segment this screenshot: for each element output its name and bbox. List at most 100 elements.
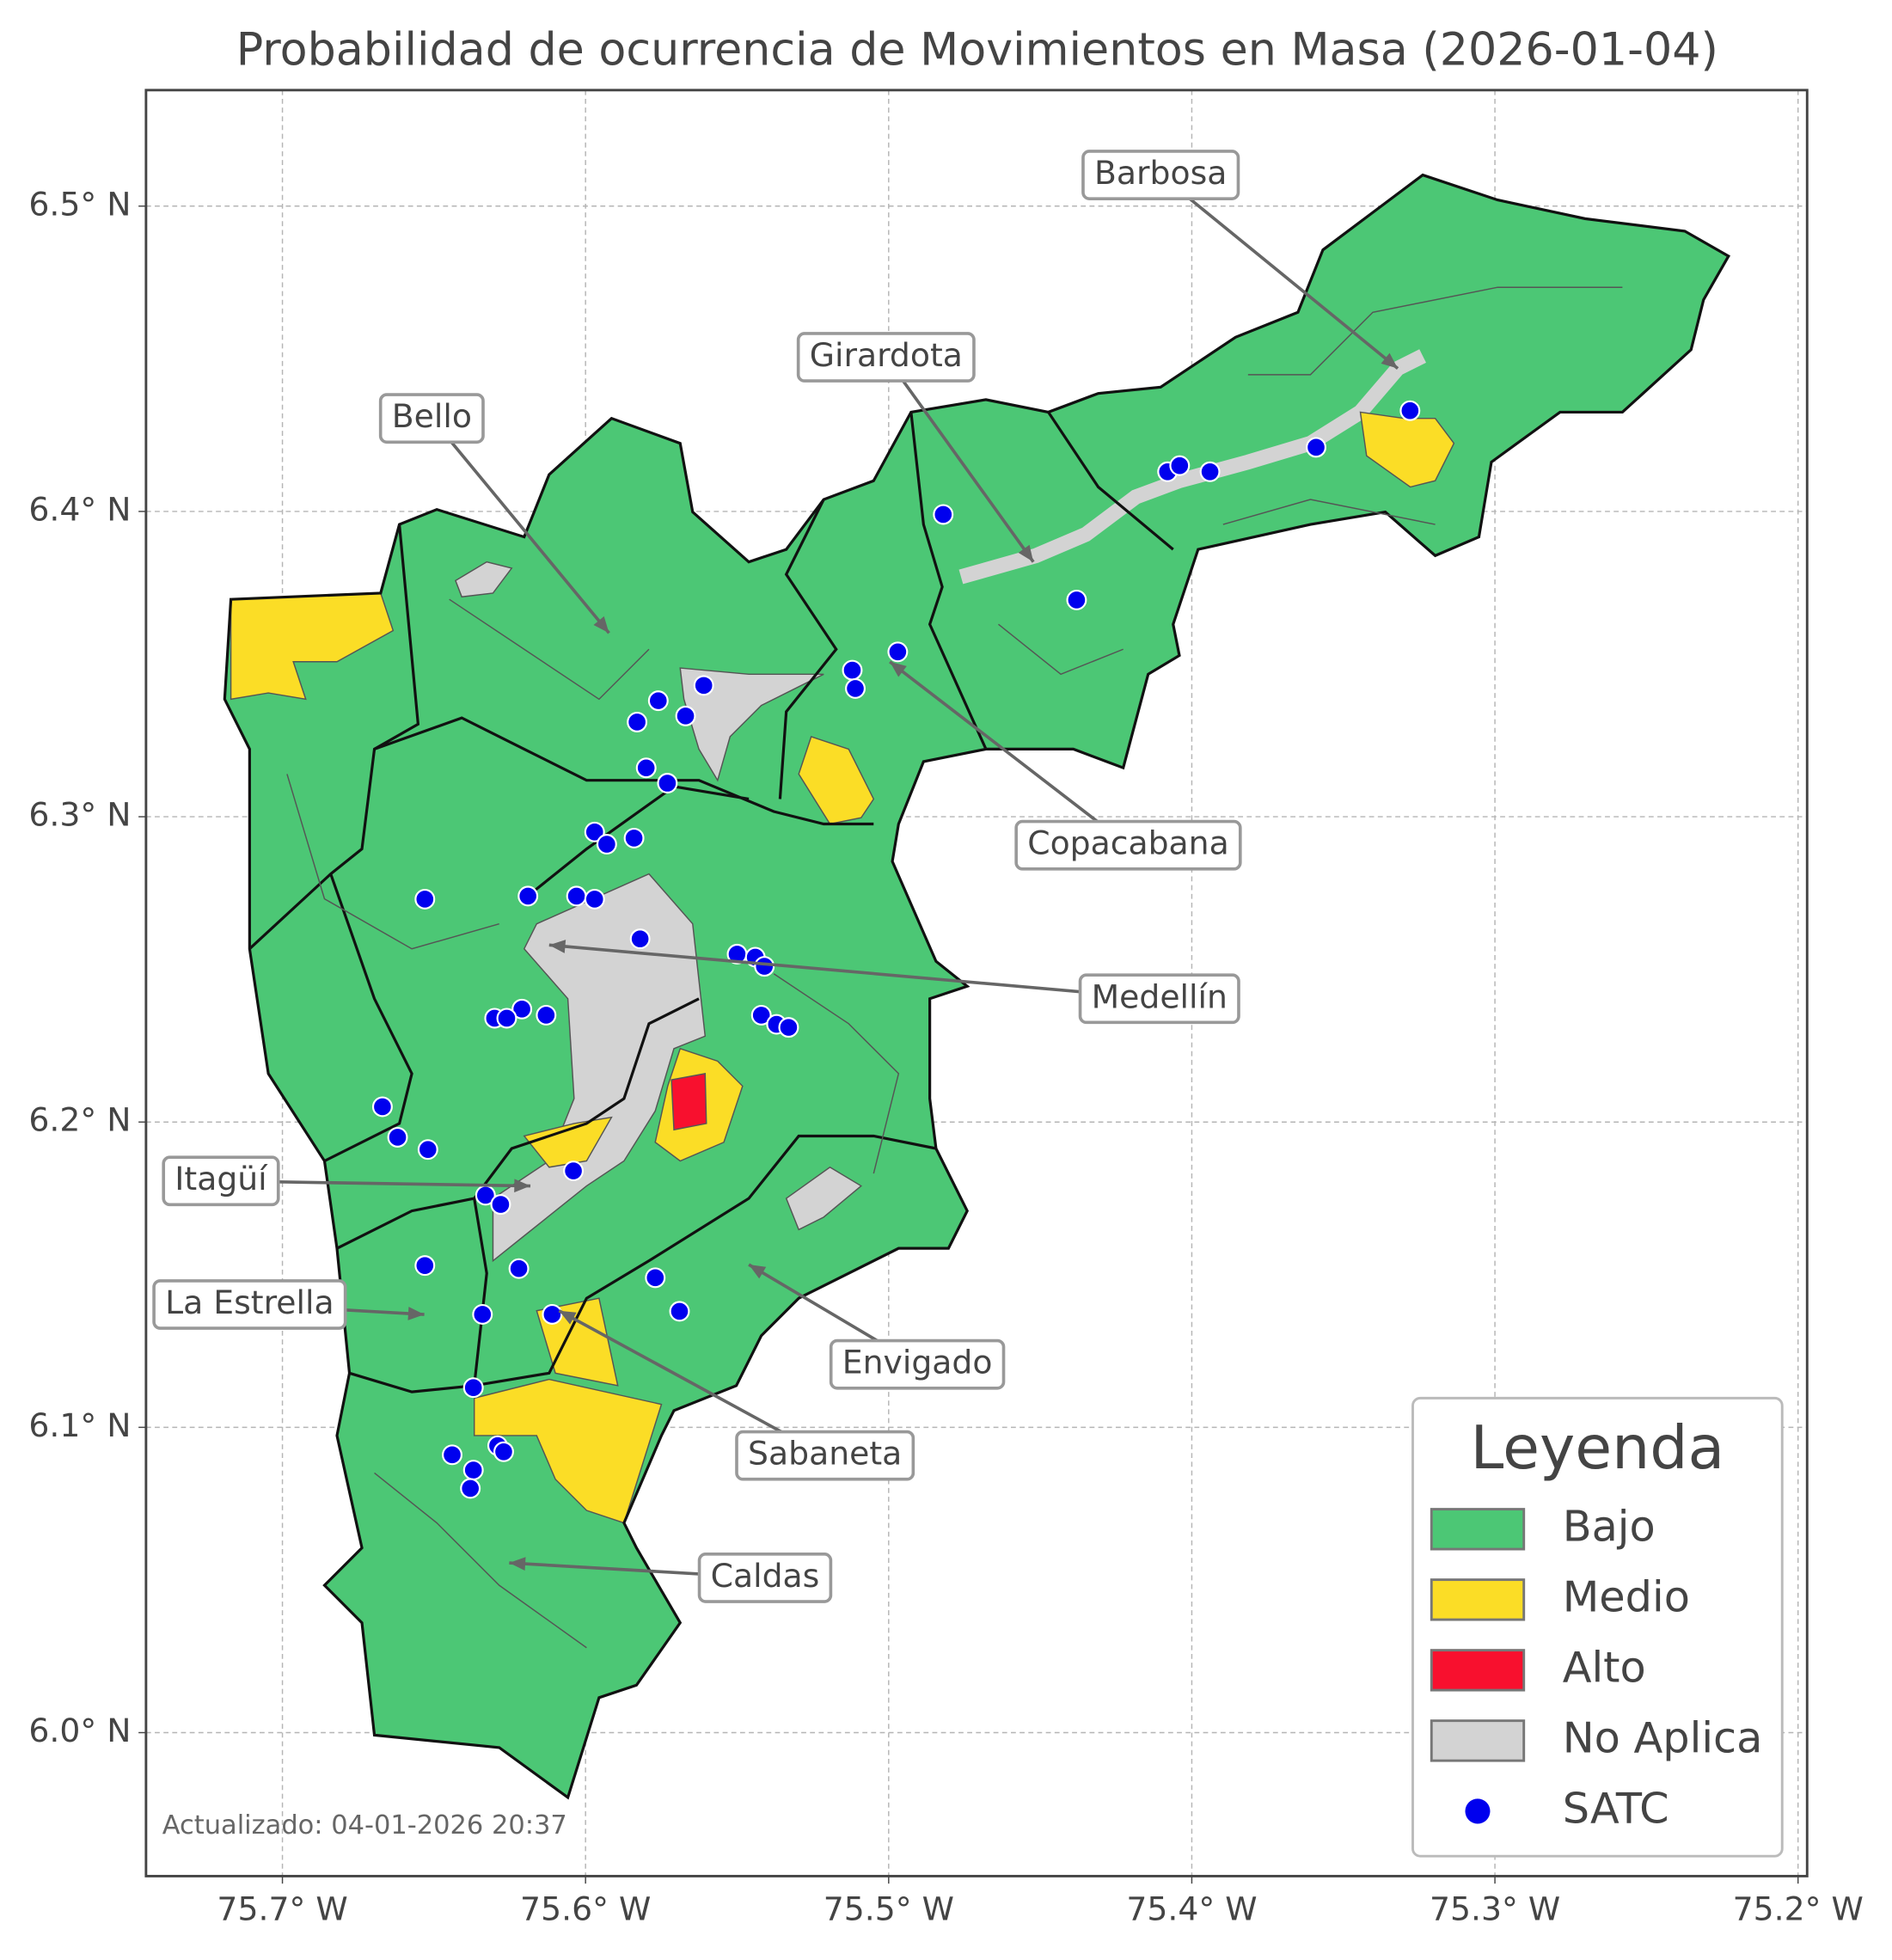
- sector-line: [374, 1472, 587, 1649]
- municipal-border: [336, 997, 700, 1250]
- municipal-border: [523, 785, 750, 900]
- region-no-aplica: [455, 560, 513, 598]
- satc-point: [563, 1161, 585, 1182]
- annotation-box: [735, 1430, 915, 1481]
- annotation-arrowhead: [559, 1310, 577, 1325]
- satc-point: [462, 1460, 484, 1481]
- satc-point: [462, 1377, 484, 1399]
- annotation-box: [162, 1155, 280, 1207]
- satc-point: [508, 1258, 530, 1279]
- satc-point: [1169, 455, 1191, 476]
- municipal-border: [374, 716, 874, 826]
- municipal-border: [349, 1134, 937, 1393]
- satc-point: [584, 888, 605, 910]
- satc-point: [623, 827, 645, 848]
- annotations: Barbosa Girardota Bello Copacabana Medellín I…: [152, 150, 1399, 1603]
- legend-swatch: [1430, 1508, 1526, 1551]
- y-tick-label: 6.2° N: [28, 1101, 131, 1139]
- satc-point: [933, 504, 954, 525]
- legend-label: SATC: [1563, 1783, 1669, 1833]
- annotation-box: [1014, 819, 1242, 871]
- annotation-arrow: [885, 356, 1035, 563]
- satc-point: [627, 712, 648, 732]
- legend-title: Leyenda: [1471, 1413, 1725, 1483]
- sector-line: [449, 598, 650, 701]
- satc-point: [511, 998, 533, 1020]
- footer: Actualizado: 04-01-2026 20:37: [162, 1810, 567, 1841]
- annotation-label: Envigado: [842, 1344, 993, 1381]
- region-medio: [523, 1116, 613, 1168]
- sector-line: [286, 774, 499, 950]
- municipal-border: [778, 499, 838, 799]
- legend-label: Bajo: [1563, 1501, 1656, 1551]
- satc-point: [536, 1004, 557, 1026]
- satc-point: [645, 1267, 666, 1289]
- annotation-arrowhead: [1381, 352, 1399, 369]
- legend-label: Medio: [1563, 1571, 1690, 1621]
- legend-label: Alto: [1563, 1642, 1646, 1692]
- frame: [144, 89, 1809, 1877]
- sector-line: [773, 973, 900, 1174]
- annotation-label: Bello: [392, 397, 472, 435]
- legend: Leyenda Bajo Medio Alto No Aplica SATC: [1411, 1396, 1784, 1858]
- municipal-border: [323, 873, 413, 1162]
- annotation-label: Caldas: [711, 1557, 820, 1595]
- sector-line: [1222, 499, 1436, 525]
- annotation-arrowhead: [509, 1557, 526, 1571]
- satc-point: [496, 1008, 517, 1029]
- annotation-box: [152, 1279, 347, 1330]
- satc-point: [635, 757, 657, 779]
- satc-point: [693, 675, 714, 696]
- axes: 75.7° W 75.6° W 75.5° W 75.4° W 75.3° W 75.2°…: [28, 185, 1863, 1927]
- annotation-box: [697, 1553, 833, 1603]
- annotation-arrowhead: [514, 1179, 531, 1193]
- satc-point: [657, 773, 678, 793]
- y-tick-label: 6.5° N: [28, 185, 131, 223]
- satc-point: [842, 659, 863, 681]
- annotation-arrow: [430, 417, 610, 634]
- annotation-box: [378, 393, 485, 444]
- region-medio: [473, 1378, 663, 1524]
- annotation-box: [1078, 973, 1240, 1025]
- region-alto: [670, 1073, 707, 1131]
- municipal-border: [909, 412, 988, 750]
- annotation-box: [829, 1338, 1006, 1390]
- x-tick-label: 75.6° W: [520, 1890, 651, 1928]
- annotation-arrowhead: [749, 1265, 767, 1279]
- annotation-arrow: [548, 943, 1160, 1001]
- annotation-arrow: [1160, 174, 1399, 371]
- y-tick-label: 6.1° N: [28, 1406, 131, 1444]
- municipal-border: [1047, 411, 1174, 551]
- satc-point: [566, 885, 587, 907]
- satc-point: [675, 705, 696, 726]
- satc-point: [596, 834, 617, 855]
- municipal-border: [248, 524, 420, 950]
- y-tick-label: 6.0° N: [28, 1712, 131, 1749]
- annotation-label: La Estrella: [165, 1283, 334, 1321]
- satc-point: [371, 1096, 393, 1118]
- satc-point: [472, 1303, 493, 1325]
- legend-marker: [1465, 1798, 1491, 1824]
- y-tick-label: 6.4° N: [28, 490, 131, 528]
- satc-point: [1199, 461, 1221, 482]
- sector-line: [998, 623, 1124, 676]
- annotation-arrowhead: [593, 616, 609, 634]
- region-medio: [230, 592, 395, 701]
- x-tick-label: 75.5° W: [824, 1890, 954, 1928]
- legend-swatch: [1430, 1649, 1526, 1692]
- satc-point: [584, 821, 605, 842]
- satc-point: [490, 1194, 511, 1216]
- y-tick-label: 6.3° N: [28, 796, 131, 834]
- title: Probabilidad de ocurrencia de Movimiento…: [236, 23, 1718, 76]
- satc-point: [887, 641, 909, 663]
- annotation-arrowhead: [1018, 544, 1034, 562]
- legend-swatch: [1430, 1578, 1526, 1621]
- satc-point: [542, 1303, 563, 1325]
- satc-point: [1066, 589, 1087, 610]
- satc-point: [414, 888, 436, 910]
- x-tick-label: 75.4° W: [1126, 1890, 1257, 1928]
- annotation-label: Copacabana: [1027, 824, 1229, 862]
- satc-point: [387, 1126, 408, 1148]
